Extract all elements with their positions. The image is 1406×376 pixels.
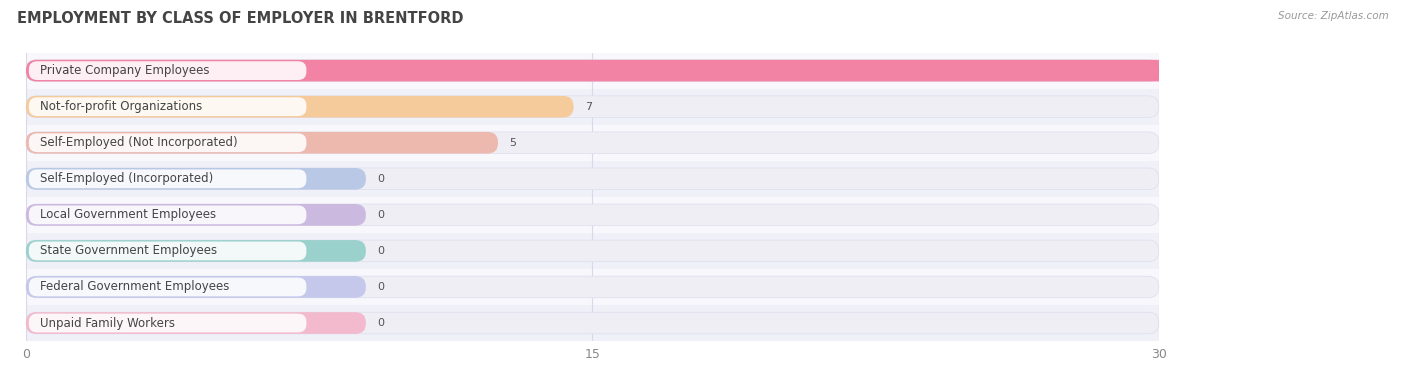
Text: State Government Employees: State Government Employees [41,244,218,258]
FancyBboxPatch shape [27,168,366,190]
Text: Local Government Employees: Local Government Employees [41,208,217,221]
Text: Self-Employed (Incorporated): Self-Employed (Incorporated) [41,172,214,185]
FancyBboxPatch shape [27,168,1159,190]
FancyBboxPatch shape [27,60,1405,82]
Text: 0: 0 [377,210,384,220]
Text: 0: 0 [377,282,384,292]
Text: 0: 0 [377,174,384,184]
FancyBboxPatch shape [27,312,1159,334]
Text: 0: 0 [377,318,384,328]
Text: Source: ZipAtlas.com: Source: ZipAtlas.com [1278,11,1389,21]
FancyBboxPatch shape [27,132,1159,153]
Bar [27,305,1159,341]
FancyBboxPatch shape [30,97,307,116]
FancyBboxPatch shape [30,314,307,332]
Text: Private Company Employees: Private Company Employees [41,64,209,77]
FancyBboxPatch shape [27,96,1159,118]
Bar [27,161,1159,197]
Text: 7: 7 [585,102,592,112]
Bar [27,197,1159,233]
Bar [27,125,1159,161]
Text: EMPLOYMENT BY CLASS OF EMPLOYER IN BRENTFORD: EMPLOYMENT BY CLASS OF EMPLOYER IN BRENT… [17,11,464,26]
FancyBboxPatch shape [27,96,574,118]
FancyBboxPatch shape [27,276,366,298]
Bar [27,233,1159,269]
Text: Unpaid Family Workers: Unpaid Family Workers [41,317,176,329]
Text: 29: 29 [1378,66,1393,76]
Text: 5: 5 [509,138,516,148]
FancyBboxPatch shape [30,241,307,260]
Text: Federal Government Employees: Federal Government Employees [41,280,229,294]
Text: Not-for-profit Organizations: Not-for-profit Organizations [41,100,202,113]
FancyBboxPatch shape [27,312,366,334]
FancyBboxPatch shape [30,170,307,188]
FancyBboxPatch shape [27,240,366,262]
FancyBboxPatch shape [27,132,498,153]
FancyBboxPatch shape [27,240,1159,262]
FancyBboxPatch shape [27,276,1159,298]
FancyBboxPatch shape [30,205,307,224]
Text: 0: 0 [377,246,384,256]
Bar [27,269,1159,305]
FancyBboxPatch shape [27,204,1159,226]
FancyBboxPatch shape [30,277,307,296]
FancyBboxPatch shape [30,61,307,80]
Text: Self-Employed (Not Incorporated): Self-Employed (Not Incorporated) [41,136,238,149]
FancyBboxPatch shape [27,204,366,226]
Bar [27,89,1159,125]
FancyBboxPatch shape [27,60,1159,82]
Bar [27,53,1159,89]
FancyBboxPatch shape [30,133,307,152]
